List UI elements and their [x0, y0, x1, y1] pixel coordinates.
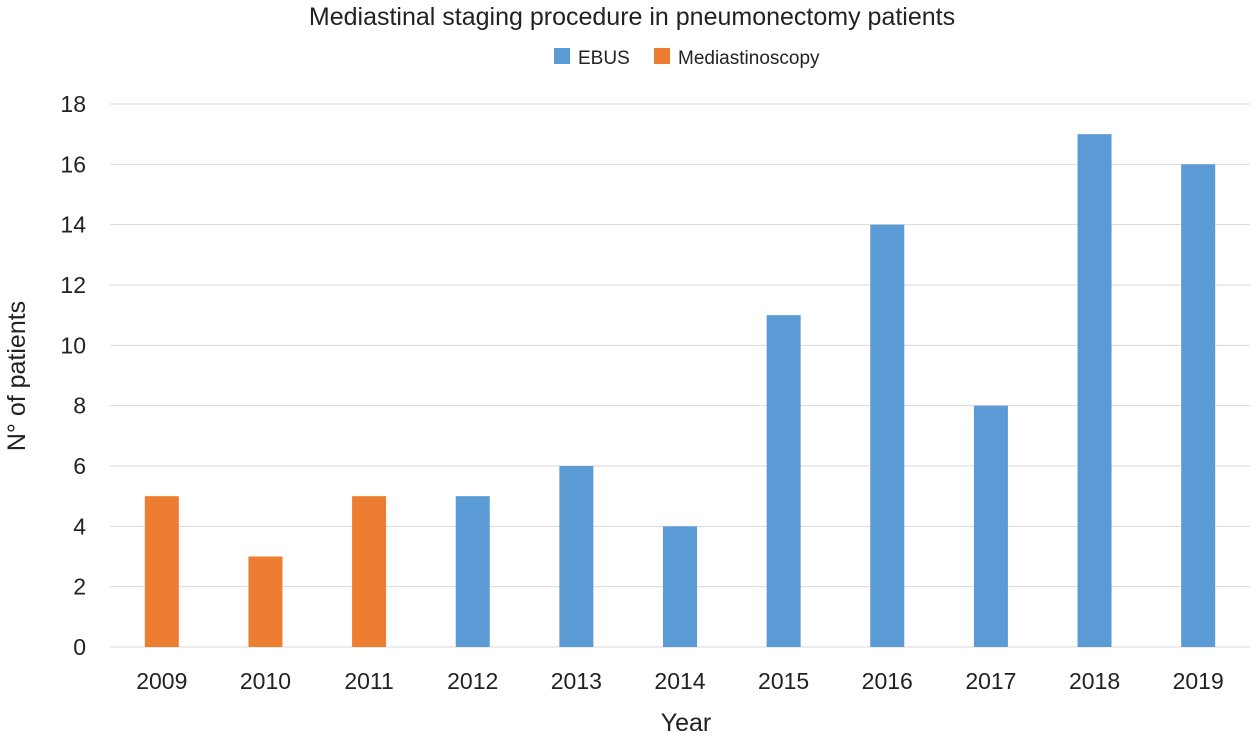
bar-ebus-2017 [973, 405, 1008, 647]
bar-ebus-2016 [870, 224, 905, 647]
legend-swatch-ebus [554, 48, 570, 64]
legend: EBUS Mediastinoscopy [554, 48, 820, 69]
x-tick-label: 2011 [344, 668, 393, 694]
x-tick-label: 2018 [1069, 668, 1120, 694]
x-tick-label: 2019 [1173, 668, 1224, 694]
x-axis-label: Year [661, 709, 712, 736]
x-tick-label: 2016 [862, 668, 913, 694]
y-tick-label: 6 [73, 453, 86, 479]
bar-mediastinoscopy-2010 [248, 556, 283, 647]
x-tick-label: 2017 [965, 668, 1016, 694]
x-tick-labels: 2009 2010 2011 2012 2013 2014 2015 2016 2017 2018… [136, 668, 1224, 694]
y-tick-label: 12 [60, 272, 86, 298]
x-tick-label: 2012 [447, 668, 498, 694]
legend-swatch-mediastinoscopy [654, 48, 670, 64]
y-tick-label: 2 [73, 574, 86, 600]
legend-label-mediastinoscopy: Mediastinoscopy [678, 48, 820, 69]
y-tick-label: 18 [60, 91, 86, 117]
bar-mediastinoscopy-2011 [352, 496, 387, 647]
y-tick-labels: 0 2 4 6 8 10 12 14 16 18 [60, 91, 86, 660]
y-tick-label: 8 [73, 393, 86, 419]
y-tick-label: 14 [60, 212, 86, 238]
x-tick-label: 2010 [240, 668, 291, 694]
bar-ebus-2018 [1077, 134, 1112, 647]
legend-label-ebus: EBUS [578, 48, 630, 69]
y-tick-label: 4 [73, 513, 86, 539]
y-tick-label: 0 [73, 634, 86, 660]
bar-mediastinoscopy-2009 [144, 496, 179, 647]
bar-ebus-2013 [559, 466, 594, 647]
gridlines [110, 103, 1250, 648]
bar-ebus-2019 [1181, 164, 1216, 648]
x-tick-label: 2015 [758, 668, 809, 694]
bar-ebus-2015 [766, 315, 801, 647]
x-tick-label: 2014 [654, 668, 705, 694]
x-tick-label: 2013 [551, 668, 602, 694]
y-tick-label: 10 [60, 332, 86, 358]
x-tick-label: 2009 [136, 668, 187, 694]
y-axis-label: N° of patients [3, 301, 31, 451]
bar-ebus-2014 [663, 526, 697, 647]
bar-ebus-2012 [455, 496, 490, 647]
bars [144, 134, 1216, 648]
y-tick-label: 16 [60, 151, 86, 177]
chart-title: Mediastinal staging procedure in pneumon… [309, 3, 955, 31]
